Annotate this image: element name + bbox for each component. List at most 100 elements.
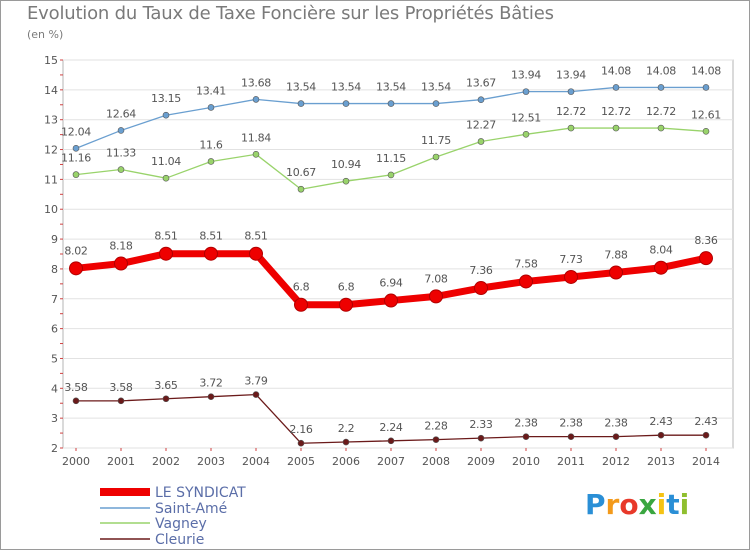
data-label: 11.84 bbox=[241, 131, 271, 144]
data-label: 12.04 bbox=[61, 125, 91, 138]
data-point bbox=[297, 185, 305, 193]
data-point bbox=[294, 297, 308, 312]
data-label: 2.16 bbox=[289, 423, 313, 436]
data-point bbox=[657, 124, 665, 132]
legend-label: Saint-Amé bbox=[155, 501, 227, 517]
x-tick-label: 2011 bbox=[557, 455, 585, 468]
data-point bbox=[567, 124, 575, 132]
data-label: 12.61 bbox=[691, 108, 721, 121]
data-label: 8.04 bbox=[649, 244, 673, 257]
data-point bbox=[384, 293, 398, 308]
data-point bbox=[252, 96, 260, 103]
data-point bbox=[429, 289, 443, 304]
data-label: 13.54 bbox=[376, 81, 406, 94]
data-point bbox=[612, 433, 620, 440]
data-point bbox=[297, 439, 305, 447]
data-label: 8.18 bbox=[109, 240, 133, 253]
data-label: 12.27 bbox=[466, 118, 496, 131]
logo-letter: r bbox=[605, 488, 620, 521]
y-tick-label: 9 bbox=[51, 233, 58, 246]
data-label: 12.51 bbox=[511, 111, 541, 124]
data-label: 6.8 bbox=[338, 281, 355, 294]
data-label: 3.58 bbox=[109, 381, 133, 394]
data-point bbox=[432, 436, 440, 443]
data-point bbox=[162, 395, 170, 403]
y-tick-label: 15 bbox=[44, 54, 58, 67]
data-point bbox=[474, 281, 488, 296]
data-point bbox=[612, 84, 620, 91]
x-tick-label: 2008 bbox=[422, 455, 450, 468]
data-label: 2.43 bbox=[649, 415, 673, 428]
data-label: 2.28 bbox=[424, 420, 448, 433]
y-tick-label: 14 bbox=[44, 84, 58, 97]
chart-title: Evolution du Taux de Taxe Foncière sur l… bbox=[27, 3, 554, 24]
x-tick-label: 2001 bbox=[107, 455, 135, 468]
data-label: 8.02 bbox=[64, 244, 87, 257]
logo-letter: o bbox=[619, 488, 639, 521]
data-label: 7.58 bbox=[514, 257, 538, 270]
data-label: 13.94 bbox=[511, 69, 541, 82]
logo-letter: t bbox=[666, 488, 680, 521]
legend-label: Vagney bbox=[155, 516, 207, 532]
x-tick-label: 2005 bbox=[287, 455, 315, 468]
data-label: 8.36 bbox=[694, 234, 718, 247]
data-point bbox=[522, 131, 530, 138]
logo-letter: i bbox=[656, 488, 667, 521]
data-point bbox=[342, 438, 350, 446]
data-label: 11.6 bbox=[199, 138, 223, 151]
y-tick-label: 2 bbox=[51, 442, 58, 455]
data-label: 2.33 bbox=[469, 418, 493, 431]
data-point bbox=[432, 153, 440, 161]
data-point bbox=[69, 261, 83, 276]
data-point bbox=[564, 269, 578, 284]
data-point bbox=[117, 127, 125, 134]
y-tick-label: 4 bbox=[51, 382, 58, 395]
y-tick-label: 5 bbox=[51, 352, 58, 365]
data-point bbox=[522, 433, 530, 440]
data-point bbox=[567, 88, 575, 95]
data-label: 10.67 bbox=[286, 166, 316, 179]
data-label: 11.16 bbox=[61, 152, 91, 165]
data-point bbox=[702, 84, 710, 91]
data-label: 3.72 bbox=[199, 377, 222, 390]
data-point bbox=[297, 100, 305, 107]
data-point bbox=[207, 158, 215, 165]
data-label: 8.51 bbox=[244, 230, 267, 243]
legend-label: LE SYNDICAT bbox=[155, 485, 246, 501]
data-label: 2.24 bbox=[379, 421, 403, 434]
x-tick-label: 2013 bbox=[647, 455, 675, 468]
x-tick-label: 2010 bbox=[512, 455, 540, 468]
x-tick-label: 2009 bbox=[467, 455, 495, 468]
data-point bbox=[162, 111, 170, 119]
data-point bbox=[612, 124, 620, 132]
data-point bbox=[252, 151, 260, 158]
data-label: 2.38 bbox=[514, 417, 538, 430]
data-label: 3.65 bbox=[154, 379, 178, 392]
data-point bbox=[522, 88, 530, 95]
data-point bbox=[477, 138, 485, 145]
y-tick-label: 3 bbox=[51, 412, 58, 425]
x-tick-label: 2002 bbox=[152, 455, 180, 468]
data-point bbox=[204, 246, 218, 261]
data-label: 3.58 bbox=[64, 381, 88, 394]
data-point bbox=[702, 431, 710, 439]
data-label: 2.2 bbox=[338, 422, 355, 435]
data-point bbox=[72, 171, 80, 178]
data-point bbox=[117, 397, 125, 405]
proxiti-logo: Proxiti bbox=[585, 488, 689, 521]
data-point bbox=[702, 128, 710, 135]
data-point bbox=[72, 397, 80, 405]
data-label: 13.54 bbox=[421, 81, 451, 94]
data-label: 14.08 bbox=[691, 64, 721, 77]
data-point bbox=[162, 174, 170, 182]
data-label: 7.88 bbox=[604, 249, 628, 262]
x-tick-label: 2007 bbox=[377, 455, 405, 468]
data-point bbox=[432, 100, 440, 107]
logo-letter: i bbox=[679, 488, 690, 521]
data-point bbox=[519, 274, 533, 289]
logo-letter: P bbox=[585, 488, 606, 521]
data-point bbox=[339, 297, 353, 312]
data-point bbox=[387, 100, 395, 107]
x-tick-label: 2012 bbox=[602, 455, 630, 468]
data-point bbox=[117, 166, 125, 173]
